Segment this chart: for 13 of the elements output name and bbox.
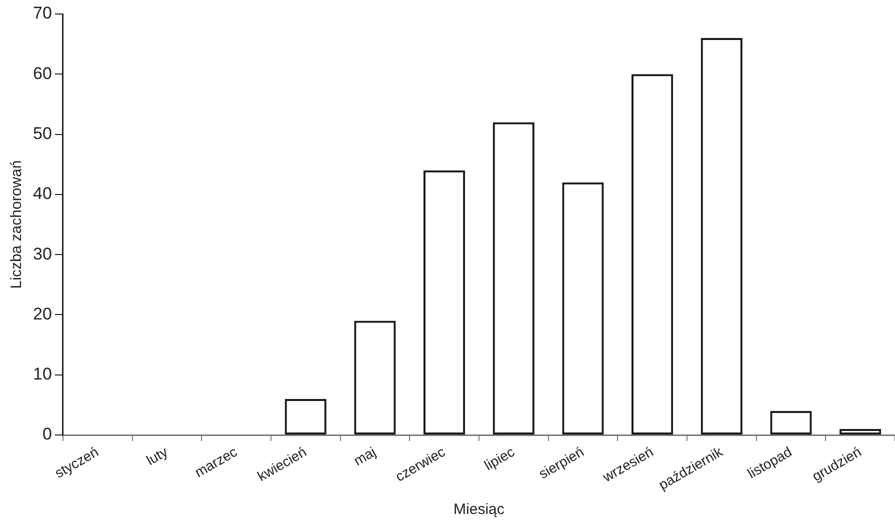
y-tick-label: 60 bbox=[32, 64, 52, 83]
x-tick-label: luty bbox=[143, 443, 170, 468]
y-tick-label: 50 bbox=[32, 124, 52, 143]
x-axis-title: Miesiąc bbox=[454, 501, 505, 518]
x-tick-label: lipiec bbox=[481, 443, 518, 474]
y-tick-label: 20 bbox=[32, 304, 52, 324]
y-tick-label: 10 bbox=[32, 364, 52, 384]
y-axis-title: Liczba zachorowań bbox=[8, 160, 26, 289]
y-tick-label: 70 bbox=[32, 4, 52, 23]
x-tick-label: maj bbox=[350, 443, 378, 469]
y-tick-label: 0 bbox=[42, 424, 52, 444]
y-tick-label: 40 bbox=[32, 184, 52, 204]
y-tick-label: 30 bbox=[32, 244, 52, 264]
